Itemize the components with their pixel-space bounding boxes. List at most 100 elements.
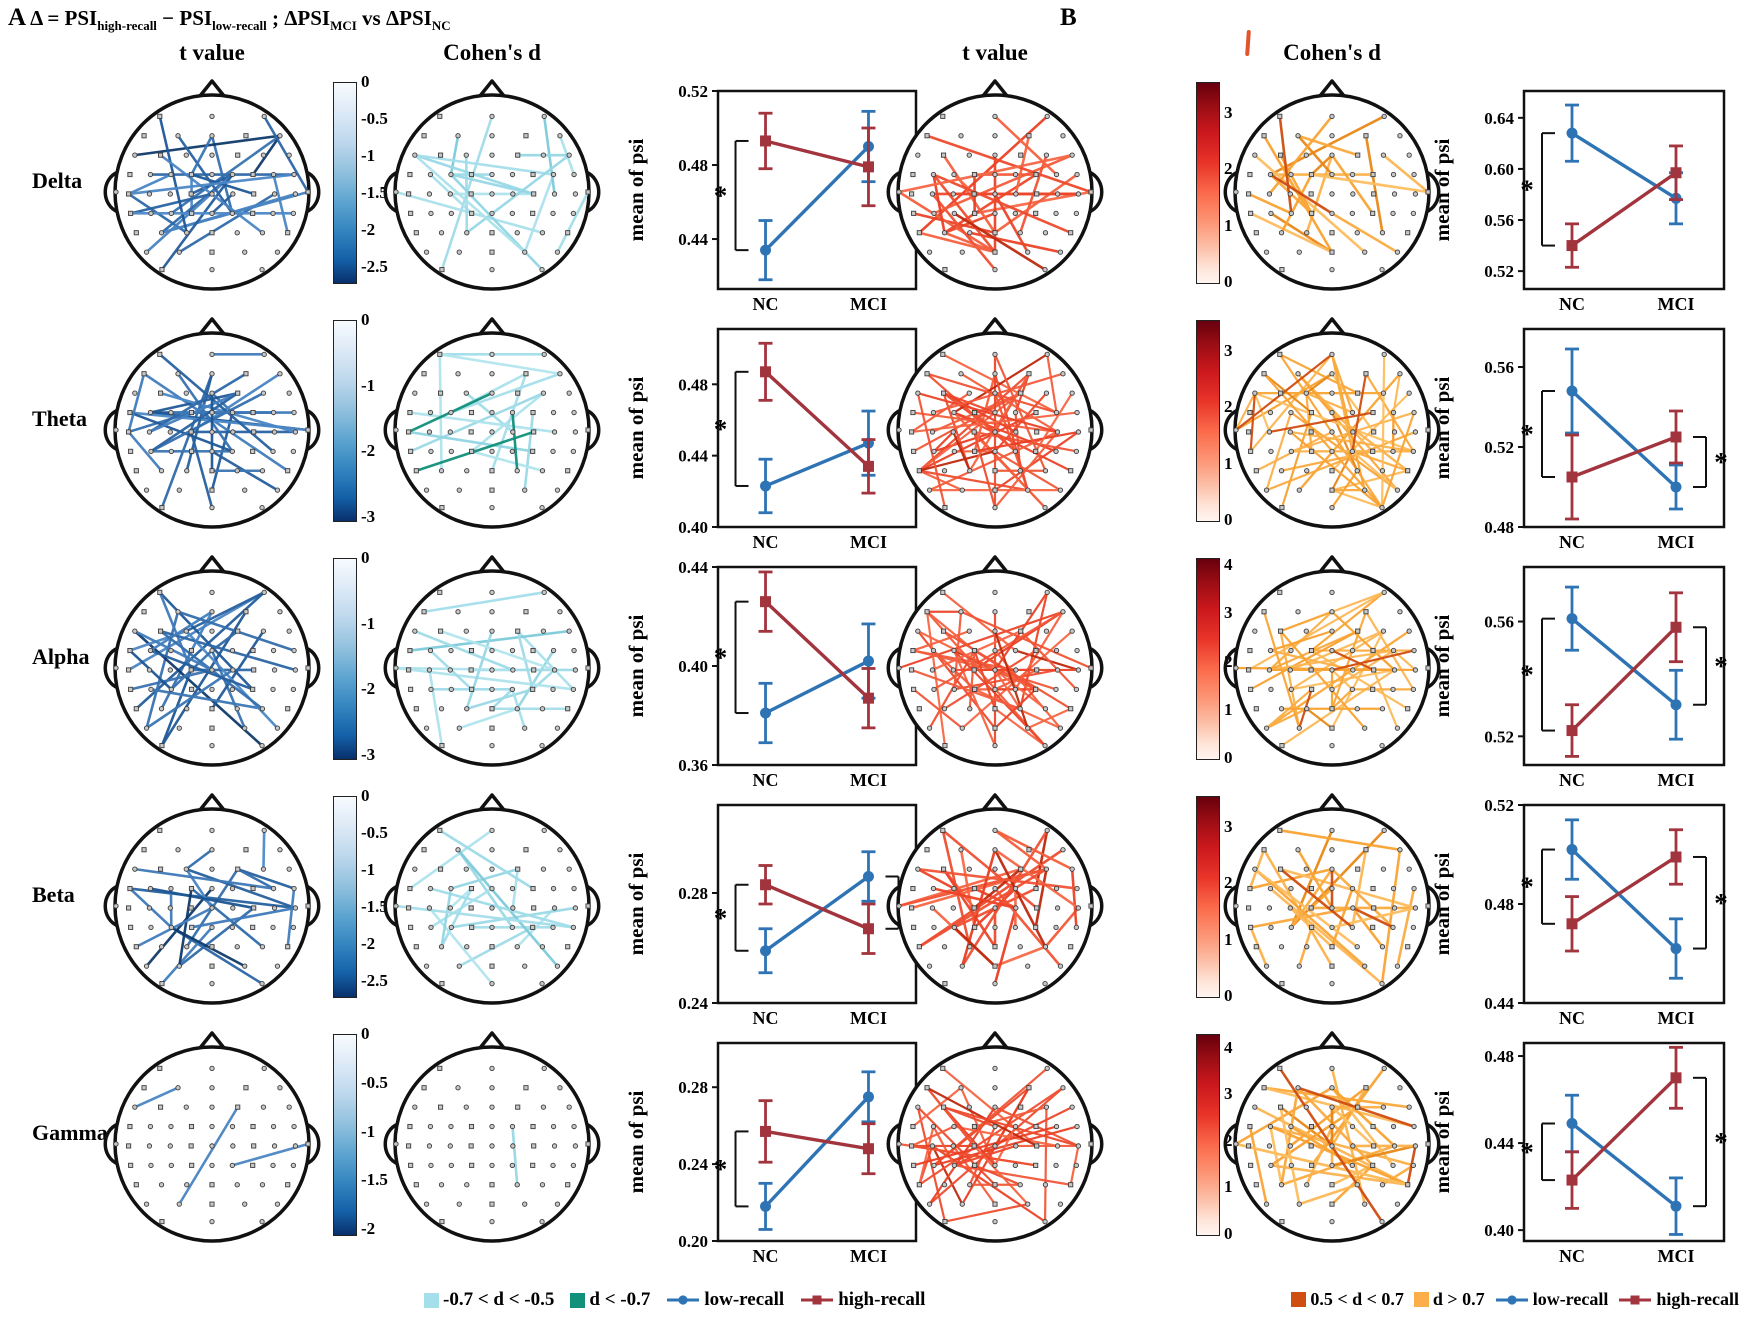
legend-high-recall-marker-icon [801, 1295, 834, 1305]
colorbar-b-gamma-tick: 1 [1224, 1177, 1233, 1197]
colorbar-a-theta-tick: 0 [361, 310, 370, 329]
colorbar-a-alpha-tick: 0 [361, 548, 370, 567]
interaction-plot-b-theta: 0.48 0.52 0.56 NC MCI mean of psi * * [1430, 327, 1728, 552]
x-tick-label: MCI [850, 1008, 887, 1028]
colorbar-b-beta: 3 2 1 0 [1196, 796, 1268, 1005]
x-tick-label: MCI [1658, 1008, 1695, 1028]
colorbar-a-delta-tick: -1.5 [361, 183, 388, 203]
topoplot-a-gamma-cohens-d [383, 1031, 601, 1243]
legend-low-recall-label: low-recall [704, 1289, 785, 1310]
panel-a-label: A [8, 4, 27, 31]
colorbar-b-gamma-tick: 4 [1224, 1037, 1233, 1057]
y-tick-label: 0.44 [678, 230, 708, 249]
y-tick-label: 0.44 [1484, 1134, 1514, 1153]
row-label-beta: Beta [32, 882, 75, 907]
y-axis-label: mean of psi [624, 139, 648, 242]
formula-text: − PSI [156, 6, 213, 30]
y-tick-label: 0.48 [1484, 518, 1514, 537]
colorbar-a-theta-tick: -1 [361, 375, 376, 395]
x-tick-label: NC [1559, 294, 1585, 314]
colorbar-a-beta: 0 -0.5 -1 -1.5 -2 -2.5 [333, 787, 405, 998]
colorbar-a-theta-gradient [333, 320, 357, 522]
row-label-theta: Theta [32, 406, 87, 431]
legend-low-recall-label: low-recall [1532, 1289, 1609, 1309]
x-tick-label: MCI [850, 770, 887, 790]
x-tick-label: NC [1559, 770, 1585, 790]
row-label-gamma: Gamma [32, 1120, 108, 1145]
colorbar-a-beta-tick: -2 [361, 934, 376, 954]
panel-b-label: B [1060, 4, 1077, 31]
colorbar-b-theta: 3 2 1 0 [1196, 320, 1268, 529]
legend-swatch-d-mid-positive-label: 0.5 < d < 0.7 [1310, 1289, 1404, 1309]
y-tick-label: 0.20 [678, 1232, 708, 1251]
colorbar-a-delta-tick: 0 [361, 72, 370, 91]
panel-a-title: A Δ = PSIhigh-recall − PSIlow-recall ; Δ… [8, 4, 451, 34]
legend-item-legend-low-recall: low-recall [1495, 1289, 1609, 1310]
legend-item-legend-swatch-d-mid-positive: 0.5 < d < 0.7 [1291, 1289, 1404, 1310]
colorbar-b-alpha-tick: 2 [1224, 651, 1233, 671]
topoplot-b-alpha-t-value [886, 555, 1104, 767]
colorbar-a-gamma-tick: -0.5 [361, 1072, 388, 1092]
column-header-a-t-value: t value [179, 40, 245, 65]
y-tick-label: 0.52 [1484, 262, 1514, 281]
interaction-plot-b-alpha: 0.52 0.56 NC MCI mean of psi * * [1430, 565, 1728, 790]
colorbar-b-theta-tick: 3 [1224, 340, 1233, 360]
colorbar-a-delta-tick: -2 [361, 220, 376, 240]
x-tick-label: NC [753, 770, 779, 790]
colorbar-a-delta-tick: -1 [361, 146, 376, 166]
interaction-plot-b-beta: 0.44 0.48 0.52 NC MCI mean of psi * * [1430, 796, 1728, 1028]
colorbar-a-gamma-tick: 0 [361, 1024, 370, 1043]
colorbar-b-delta-tick: 2 [1224, 159, 1233, 179]
y-tick-label: 0.48 [1484, 895, 1514, 914]
colorbar-b-delta-tick: 3 [1224, 102, 1233, 122]
topoplot-b-theta-cohens-d [1223, 317, 1441, 529]
y-tick-label: 0.48 [678, 156, 708, 175]
interaction-plot-b-gamma: 0.40 0.44 0.48 NC MCI mean of psi * * [1430, 1041, 1728, 1266]
formula-subscript: low-recall [212, 18, 267, 34]
y-axis-label: mean of psi [624, 615, 648, 718]
y-tick-label: 0.28 [678, 884, 708, 903]
column-header-b-t-value: t value [962, 40, 1028, 65]
colorbar-a-gamma-tick: -1 [361, 1121, 376, 1141]
legend-item-legend-high-recall: high-recall [1618, 1289, 1739, 1310]
legend-item-legend-low-recall: low-recall [666, 1289, 784, 1311]
colorbar-a-beta-gradient [333, 796, 357, 998]
y-tick-label: 0.28 [678, 1078, 708, 1097]
colorbar-a-beta-tick: -1.5 [361, 897, 388, 917]
panel-a-formula: Δ = PSIhigh-recall − PSIlow-recall ; ΔPS… [30, 6, 451, 34]
x-tick-label: NC [753, 294, 779, 314]
x-tick-label: NC [1559, 1246, 1585, 1266]
y-axis-label: mean of psi [1430, 615, 1454, 718]
colorbar-b-beta-tick: 3 [1224, 816, 1233, 836]
significance-asterisk: * [714, 414, 728, 444]
formula-subscript: MCI [330, 18, 357, 34]
legend-swatch-d-mid-negative-swatch [424, 1292, 439, 1308]
legend-high-recall-label: high-recall [838, 1289, 926, 1310]
topoplot-a-delta-cohens-d [383, 79, 601, 291]
significance-asterisk: * [1520, 1137, 1534, 1167]
colorbar-b-alpha-tick: 4 [1224, 555, 1233, 575]
significance-asterisk: * [1714, 1127, 1728, 1157]
y-tick-label: 0.60 [1484, 160, 1514, 179]
colorbar-a-alpha-tick: -1 [361, 613, 376, 633]
colorbar-a-gamma-gradient [333, 1034, 357, 1236]
colorbar-a-gamma: 0 -0.5 -1 -1.5 -2 [333, 1025, 405, 1238]
column-header-b-cohens-d: Cohen's d [1283, 40, 1381, 65]
colorbar-a-delta: 0 -0.5 -1 -1.5 -2 -2.5 [333, 73, 405, 284]
column-header-a-cohens-d: Cohen's d [443, 40, 541, 65]
colorbar-b-gamma: 4 3 2 1 0 [1196, 1034, 1268, 1243]
colorbar-b-gamma-tick: 3 [1224, 1084, 1233, 1104]
topoplot-b-delta-t-value [886, 79, 1104, 291]
formula-subscript: high-recall [97, 18, 157, 34]
legend-swatch-d-strong-negative-label: d < -0.7 [589, 1289, 651, 1310]
x-tick-label: MCI [850, 532, 887, 552]
legend-item-legend-swatch-d-mid-negative: -0.7 < d < -0.5 [424, 1289, 554, 1311]
y-tick-label: 0.56 [1484, 358, 1514, 377]
legend-swatch-d-strong-negative-swatch [570, 1292, 586, 1308]
topoplot-b-beta-cohens-d [1223, 793, 1441, 1005]
y-axis-label: mean of psi [1430, 853, 1454, 956]
colorbar-b-theta-tick: 0 [1224, 510, 1233, 529]
colorbar-a-beta-tick: -2.5 [361, 971, 388, 991]
topoplot-a-theta-cohens-d [383, 317, 601, 529]
